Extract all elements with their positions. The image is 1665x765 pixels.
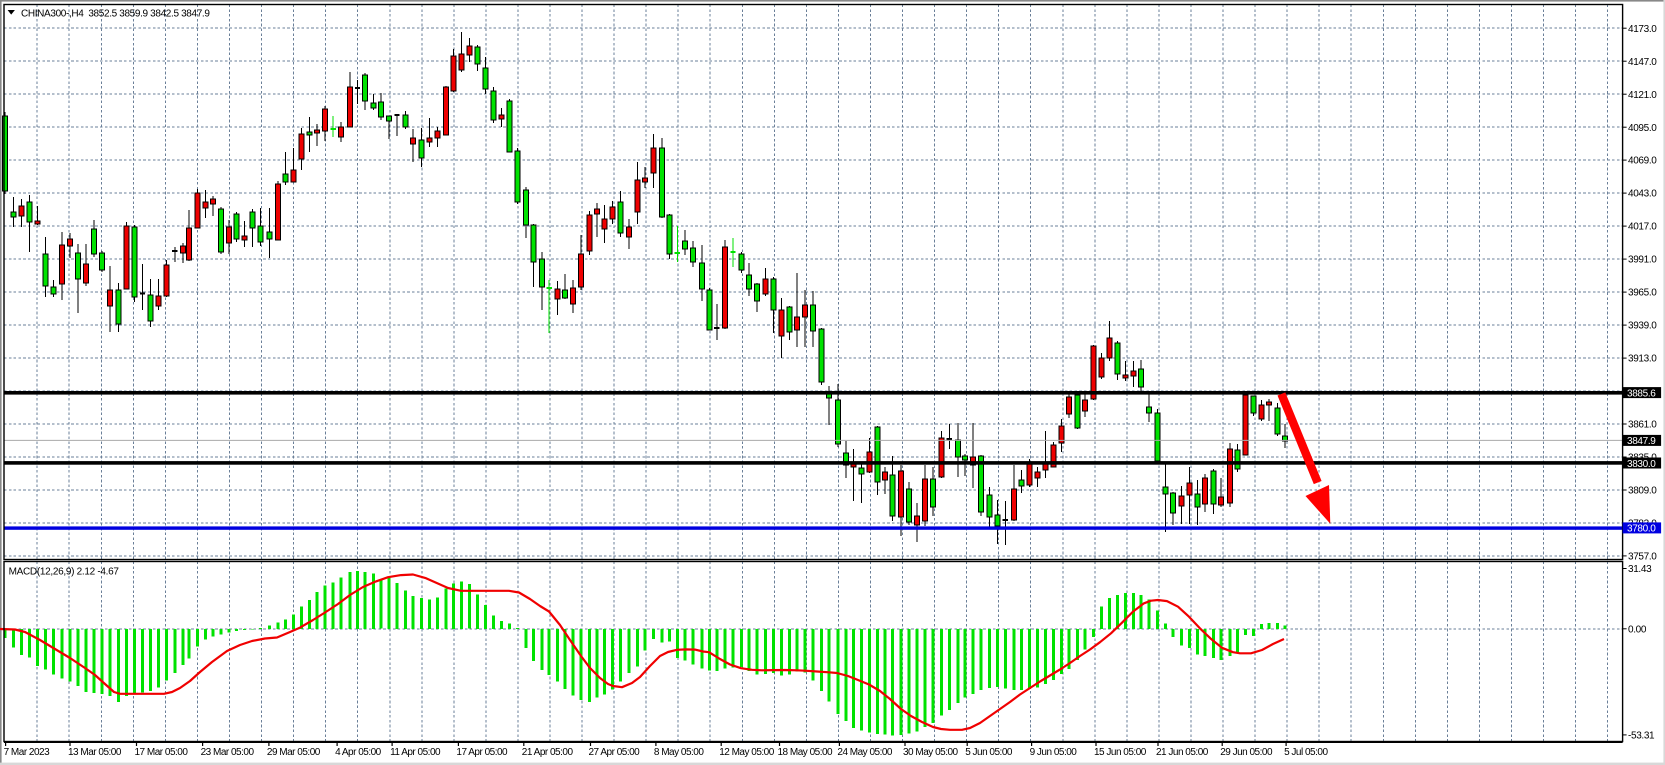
svg-text:3939.0: 3939.0 [1628,321,1657,332]
svg-text:4017.0: 4017.0 [1628,222,1657,233]
svg-text:9 Jun 05:00: 9 Jun 05:00 [1030,747,1078,758]
svg-text:5 Jul 05:00: 5 Jul 05:00 [1284,747,1328,758]
svg-text:24 May 05:00: 24 May 05:00 [837,747,893,758]
svg-text:17 Mar 05:00: 17 Mar 05:00 [135,747,189,758]
svg-text:3885.6: 3885.6 [1627,388,1656,399]
svg-text:3830.0: 3830.0 [1627,459,1656,470]
svg-text:5 Jun 05:00: 5 Jun 05:00 [965,747,1013,758]
svg-text:3757.0: 3757.0 [1628,552,1657,563]
svg-text:4 Apr 05:00: 4 Apr 05:00 [335,747,382,758]
svg-text:18 May 05:00: 18 May 05:00 [778,747,834,758]
svg-text:15 Jun 05:00: 15 Jun 05:00 [1094,747,1147,758]
svg-text:3861.0: 3861.0 [1628,420,1657,431]
svg-text:3847.9: 3847.9 [1627,436,1656,447]
svg-text:11 Apr 05:00: 11 Apr 05:00 [390,747,441,758]
svg-text:4147.0: 4147.0 [1628,57,1657,68]
svg-text:3809.0: 3809.0 [1628,486,1657,497]
svg-text:29 Jun 05:00: 29 Jun 05:00 [1220,747,1273,758]
svg-text:31.43: 31.43 [1628,564,1652,575]
svg-text:27 Apr 05:00: 27 Apr 05:00 [589,747,641,758]
svg-text:3780.0: 3780.0 [1627,524,1656,535]
svg-text:3965.0: 3965.0 [1628,288,1657,299]
svg-text:7 Mar 2023: 7 Mar 2023 [4,747,51,758]
svg-text:4069.0: 4069.0 [1628,156,1657,167]
svg-text:29 Mar 05:00: 29 Mar 05:00 [267,747,321,758]
svg-text:23 Mar 05:00: 23 Mar 05:00 [201,747,255,758]
svg-text:12 May 05:00: 12 May 05:00 [719,747,775,758]
svg-text:4121.0: 4121.0 [1628,90,1657,101]
svg-text:CHINA300-,H4 3852.5 3859.9 38: CHINA300-,H4 3852.5 3859.9 3842.5 3847.9 [21,9,210,20]
svg-text:0.00: 0.00 [1628,624,1647,635]
svg-text:-53.31: -53.31 [1628,731,1655,742]
svg-text:17 Apr 05:00: 17 Apr 05:00 [456,747,508,758]
svg-text:8 May 05:00: 8 May 05:00 [654,747,704,758]
svg-text:21 Apr 05:00: 21 Apr 05:00 [522,747,574,758]
svg-text:30 May 05:00: 30 May 05:00 [903,747,959,758]
svg-text:4173.0: 4173.0 [1628,24,1657,35]
svg-text:4095.0: 4095.0 [1628,123,1657,134]
svg-text:13 Mar 05:00: 13 Mar 05:00 [68,747,122,758]
svg-text:MACD(12,26,9) 2.12 -4.67: MACD(12,26,9) 2.12 -4.67 [9,567,120,578]
svg-text:3991.0: 3991.0 [1628,255,1657,266]
svg-text:4043.0: 4043.0 [1628,189,1657,200]
svg-text:3913.0: 3913.0 [1628,354,1657,365]
svg-text:21 Jun 05:00: 21 Jun 05:00 [1156,747,1209,758]
